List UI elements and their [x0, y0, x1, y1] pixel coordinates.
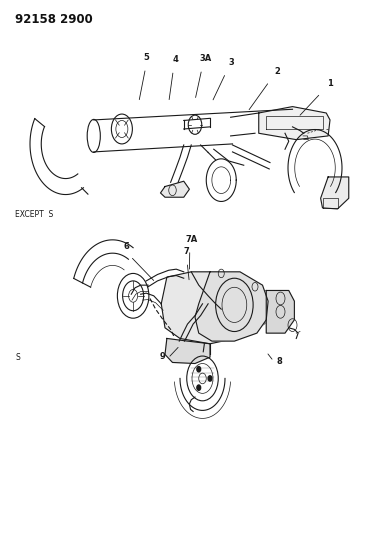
Polygon shape	[321, 177, 349, 209]
Text: 3A: 3A	[200, 54, 211, 63]
Text: 4: 4	[172, 55, 178, 64]
Polygon shape	[195, 272, 268, 341]
Polygon shape	[259, 107, 330, 140]
Polygon shape	[165, 338, 210, 364]
Text: 9: 9	[159, 352, 165, 361]
Text: EXCEPT  S: EXCEPT S	[15, 210, 53, 219]
Text: 2: 2	[274, 67, 280, 76]
Text: 8: 8	[276, 357, 282, 366]
Text: 1: 1	[327, 79, 333, 88]
Text: 6: 6	[124, 241, 130, 251]
Polygon shape	[161, 272, 270, 344]
Text: 7A: 7A	[185, 235, 197, 244]
Text: 7: 7	[183, 247, 189, 256]
Text: S: S	[15, 353, 20, 361]
Circle shape	[197, 385, 201, 390]
Text: 92158 2900: 92158 2900	[15, 13, 93, 26]
Polygon shape	[266, 290, 294, 333]
Text: 5: 5	[143, 53, 149, 62]
Circle shape	[208, 376, 212, 381]
Text: 3: 3	[228, 58, 234, 67]
Circle shape	[197, 367, 201, 372]
Polygon shape	[160, 181, 189, 197]
